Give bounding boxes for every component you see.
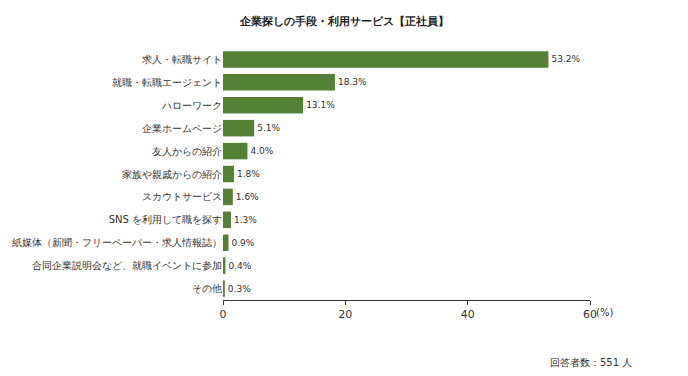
svg-text:40: 40: [461, 308, 475, 321]
svg-text:就職・転職エージェント: 就職・転職エージェント: [112, 77, 222, 88]
svg-text:スカウトサービス: スカウトサービス: [142, 191, 222, 202]
svg-text:5.1%: 5.1%: [257, 123, 280, 133]
svg-text:1.3%: 1.3%: [234, 215, 257, 225]
svg-text:4.0%: 4.0%: [250, 146, 273, 156]
svg-text:20: 20: [338, 308, 352, 321]
svg-text:紙媒体（新聞・フリーペーパー・求人情報誌）: 紙媒体（新聞・フリーペーパー・求人情報誌）: [12, 237, 222, 248]
svg-text:SNS を利用して職を探す: SNS を利用して職を探す: [109, 214, 222, 225]
svg-text:60: 60: [583, 308, 597, 321]
svg-text:企業ホームページ: 企業ホームページ: [142, 123, 222, 134]
svg-text:53.2%: 53.2%: [551, 54, 580, 64]
svg-text:友人からの紹介: 友人からの紹介: [152, 146, 222, 157]
svg-text:回答者数：551 人: 回答者数：551 人: [550, 357, 632, 368]
svg-text:0: 0: [220, 308, 227, 321]
svg-text:(%): (%): [596, 307, 613, 318]
svg-text:合同企業説明会など、就職イベントに参加: 合同企業説明会など、就職イベントに参加: [32, 260, 222, 271]
svg-text:0.4%: 0.4%: [228, 261, 251, 271]
svg-text:13.1%: 13.1%: [306, 100, 335, 110]
svg-text:その他: その他: [192, 283, 222, 294]
svg-text:家族や親戚からの紹介: 家族や親戚からの紹介: [122, 169, 222, 180]
svg-text:1.8%: 1.8%: [237, 169, 260, 179]
svg-text:0.9%: 0.9%: [232, 238, 255, 248]
svg-text:企業探しの手段・利用サービス【正社員】: 企業探しの手段・利用サービス【正社員】: [239, 15, 449, 28]
svg-text:1.6%: 1.6%: [236, 192, 259, 202]
svg-text:18.3%: 18.3%: [338, 77, 367, 87]
svg-text:ハローワーク: ハローワーク: [161, 100, 222, 111]
svg-text:0.3%: 0.3%: [228, 284, 251, 294]
svg-text:求人・転職サイト: 求人・転職サイト: [142, 54, 222, 65]
